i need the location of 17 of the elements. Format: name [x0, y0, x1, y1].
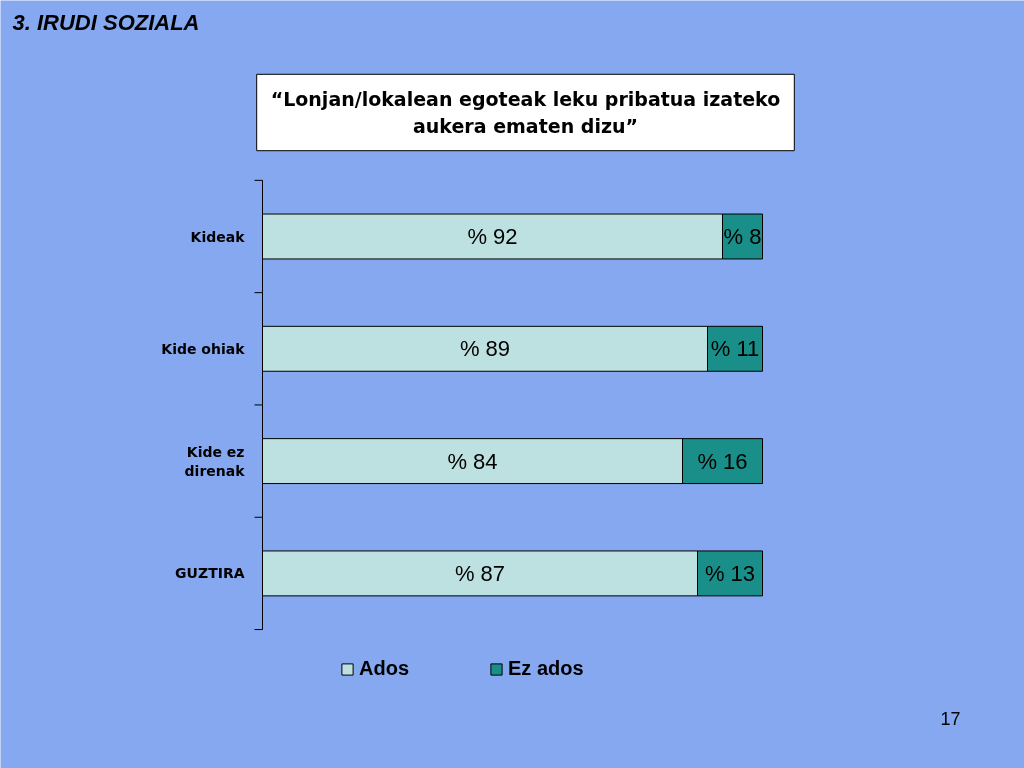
data-label: % 11	[710, 336, 760, 362]
legend-label: Ez ados	[508, 657, 584, 680]
y-tick-label: Kide ohiak	[161, 340, 246, 357]
chart-title: 3. IRUDI SOZIALA	[12, 10, 200, 35]
data-label: % 13	[704, 560, 756, 586]
data-label: % 92	[467, 224, 518, 249]
data-label: % 8	[723, 224, 762, 249]
legend-label: Ados	[359, 657, 409, 680]
text: 17	[940, 709, 961, 729]
y-tick-label: Kide ez direnak	[184, 443, 246, 479]
y-tick-label: GUZTIRA	[175, 565, 245, 582]
chart-subtitle: “Lonjan/lokalean egoteak leku pribatua izateko aukera ematen dizu”	[270, 88, 781, 137]
data-label: % 89	[459, 336, 511, 362]
data-label: % 84	[447, 448, 498, 474]
data-label: % 87	[454, 560, 506, 586]
data-label: % 16	[697, 448, 748, 474]
y-tick-label: Kideak	[190, 228, 246, 245]
